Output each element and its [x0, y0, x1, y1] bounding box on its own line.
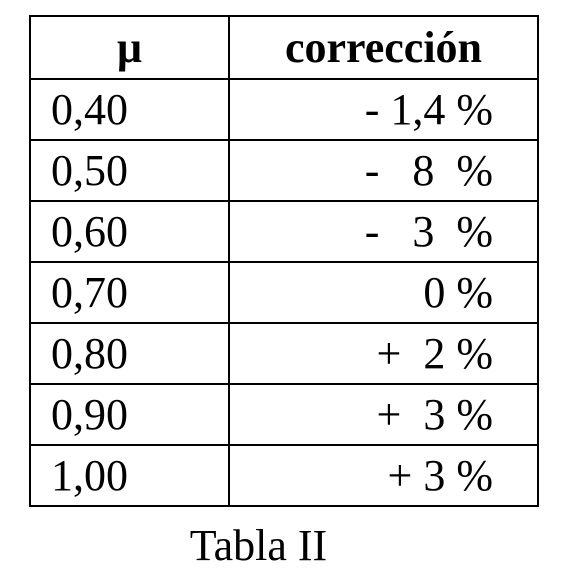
table-header: μ corrección [29, 15, 539, 80]
correction-cell: + 3 % [228, 383, 539, 446]
table-row: 0,80 + 2 % [29, 322, 539, 385]
correction-cell: + 2 % [228, 322, 539, 385]
table-row: 0,60- 3 % [29, 200, 539, 263]
correction-cell: - 8 % [228, 139, 539, 202]
mu-cell: 0,50 [29, 139, 230, 202]
correction-table: μ corrección 0,40- 1,4 % 0,50- 8 % 0,60- 3… [29, 15, 539, 507]
table-row: 0,70 0 % [29, 261, 539, 324]
header-cell: corrección [228, 15, 539, 80]
correction-cell: + 3 % [228, 444, 539, 507]
mu-cell: 0,40 [29, 78, 230, 141]
table-row: 1,00 + 3 % [29, 444, 539, 507]
mu-cell: 0,60 [29, 200, 230, 263]
table-row: 0,90 + 3 % [29, 383, 539, 446]
mu-cell: 0,90 [29, 383, 230, 446]
header-cell: μ [29, 15, 230, 80]
table-caption: Tabla II [189, 521, 328, 570]
correction-cell: - 3 % [228, 200, 539, 263]
table-body: 0,40- 1,4 % 0,50- 8 % 0,60- 3 % 0,70 0 % 0,80… [29, 78, 539, 507]
mu-cell: 0,80 [29, 322, 230, 385]
table-row: 0,50- 8 % [29, 139, 539, 202]
correction-cell: - 1,4 % [228, 78, 539, 141]
header-row: μ corrección [29, 15, 539, 80]
table-row: 0,40- 1,4 % [29, 78, 539, 141]
mu-cell: 0,70 [29, 261, 230, 324]
correction-cell: 0 % [228, 261, 539, 324]
mu-cell: 1,00 [29, 444, 230, 507]
